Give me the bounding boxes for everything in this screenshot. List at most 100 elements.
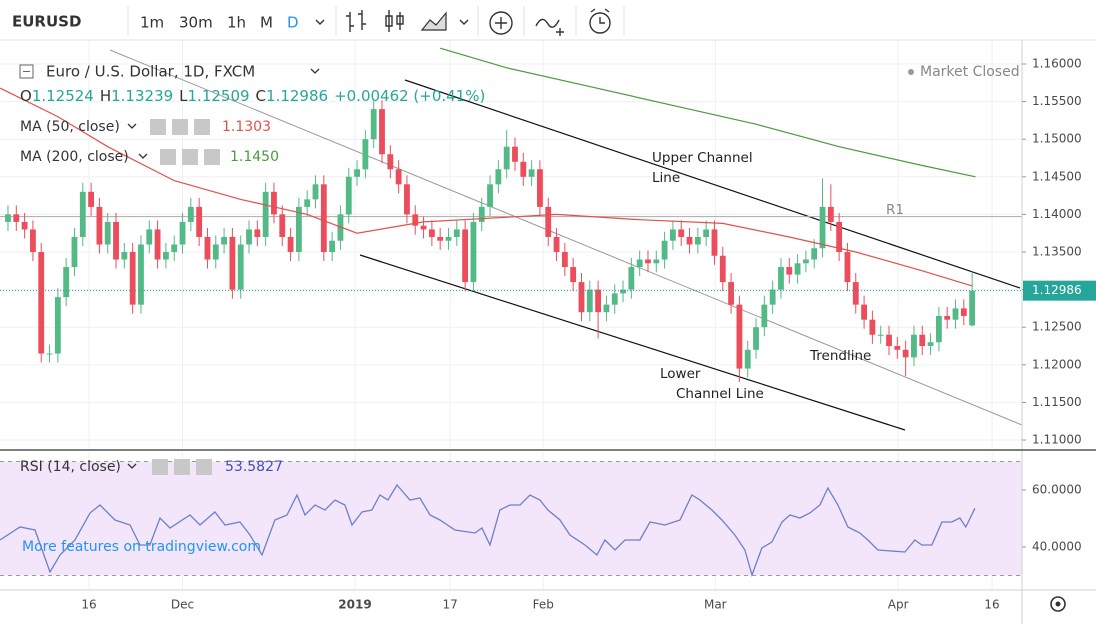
candle-body	[537, 169, 543, 207]
candle-body	[628, 267, 635, 290]
candle-body	[944, 315, 951, 320]
candle-body	[362, 139, 369, 170]
change: +0.00462 (+0.41%)	[334, 87, 485, 105]
candle-body	[5, 214, 11, 222]
ohlc-label: O	[20, 87, 32, 105]
candle-body	[611, 293, 618, 305]
candle-body	[63, 267, 70, 298]
toolbar-bg	[0, 0, 1096, 40]
candle-body	[113, 221, 119, 260]
candle-body	[711, 229, 718, 256]
candle-body	[146, 229, 153, 245]
candles-icon[interactable]	[385, 10, 404, 32]
candle-body	[71, 236, 78, 268]
annotation: Trendline	[809, 348, 871, 364]
dropdown-icon[interactable]	[459, 19, 469, 25]
candle-body	[462, 229, 469, 283]
candle-body	[653, 259, 660, 264]
candle-body	[761, 304, 768, 328]
candle-body	[428, 229, 435, 237]
ma-label: MA (50, close)	[20, 119, 120, 135]
annotation: Upper Channel	[652, 150, 753, 166]
candle-body	[329, 240, 336, 253]
candle-body	[354, 169, 360, 177]
candle-body	[919, 334, 926, 347]
chart-title: Euro / U.S. Dollar, 1D, FXCM	[46, 63, 255, 81]
candle-body	[728, 282, 735, 305]
ohlc-value: 1.12509	[188, 87, 250, 105]
symbol[interactable]: EURUSD	[12, 13, 81, 31]
candle-body	[844, 252, 851, 283]
upper-channel-line	[404, 79, 1021, 289]
candle-body	[861, 304, 867, 320]
candle-body	[54, 297, 61, 354]
candle-body	[337, 214, 344, 241]
candle-body	[320, 184, 327, 253]
candle-body	[645, 259, 651, 264]
candle-body	[412, 214, 419, 226]
candle-body	[453, 229, 460, 237]
area-icon[interactable]	[420, 11, 447, 31]
candle-body	[877, 334, 884, 336]
candle-body	[778, 267, 784, 290]
market-status: Market Closed	[920, 64, 1020, 80]
candle-body	[262, 191, 269, 237]
candle-body	[295, 206, 302, 253]
bars-icon[interactable]	[346, 10, 366, 32]
rsi-value: 53.5827	[225, 459, 283, 475]
compare-icon[interactable]	[535, 18, 564, 36]
candle-body	[79, 191, 86, 237]
candle-body	[935, 315, 942, 343]
dropdown-icons	[127, 123, 148, 469]
candle-body	[104, 221, 111, 245]
indicators-icon[interactable]	[489, 11, 513, 35]
candle-body	[379, 109, 385, 155]
x-tick-label: 16	[984, 598, 999, 612]
candle-body	[187, 206, 194, 222]
candle-body	[595, 289, 602, 313]
interval-active[interactable]: D	[287, 14, 299, 32]
candle-body	[13, 214, 20, 222]
y-tick-label: 1.11500	[1032, 395, 1082, 409]
dropdown-icon[interactable]	[310, 68, 320, 74]
settings-icon[interactable]	[1050, 596, 1066, 612]
annotation: Line	[652, 170, 680, 186]
plus-icon	[495, 17, 507, 29]
candle-body	[179, 221, 186, 245]
interval[interactable]: 1m	[140, 14, 164, 32]
r1-label: R1	[886, 202, 904, 218]
interval[interactable]: 30m	[179, 14, 213, 32]
candle-body	[38, 252, 45, 354]
last-price-box	[1023, 280, 1096, 301]
candle-body	[437, 236, 444, 241]
x-tick-label: Mar	[704, 598, 727, 612]
y-tick-label: 1.12000	[1032, 357, 1082, 371]
y-tick-label: 1.13500	[1032, 245, 1082, 259]
candle-body	[670, 229, 676, 241]
collapse-icon[interactable]	[19, 64, 34, 79]
toolbar: EURUSD 1m 30m 1h M D	[0, 0, 1096, 41]
y-tick-label: 1.16000	[1032, 56, 1082, 70]
ma-value: 1.1450	[230, 149, 279, 165]
ohlc-value: 1.13239	[111, 87, 173, 105]
candle-body	[212, 244, 219, 260]
candle-body	[271, 191, 277, 215]
lower-channel-line	[359, 254, 906, 431]
interval[interactable]: M	[260, 14, 273, 32]
candle-body	[528, 169, 535, 177]
legend: Euro / U.S. Dollar, 1D, FXCM Market Clos…	[19, 63, 1020, 475]
ohlc-label: L	[179, 87, 188, 105]
ohlc-label: C	[256, 87, 266, 105]
alert-icon[interactable]	[589, 12, 611, 34]
watermark[interactable]: More features on tradingview.com	[22, 539, 261, 555]
ma-line	[440, 47, 976, 178]
candle-body	[520, 161, 527, 177]
study-buttons[interactable]	[150, 119, 220, 475]
interval[interactable]: 1h	[227, 14, 246, 32]
dropdown-icon[interactable]	[315, 19, 325, 25]
status-dot	[908, 69, 914, 75]
candle-body	[811, 248, 818, 260]
candle-body	[952, 308, 959, 320]
candle-body	[470, 221, 477, 283]
candle-body	[46, 353, 53, 355]
